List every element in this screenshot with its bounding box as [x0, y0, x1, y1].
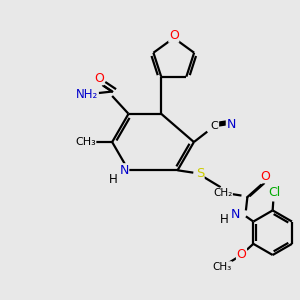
- Text: O: O: [94, 72, 104, 85]
- Text: N: N: [231, 208, 240, 221]
- Text: N: N: [119, 164, 129, 177]
- Text: CH₃: CH₃: [212, 262, 232, 272]
- Text: H: H: [109, 173, 118, 186]
- Text: NH₂: NH₂: [76, 88, 98, 101]
- Text: H: H: [220, 213, 229, 226]
- Text: O: O: [260, 170, 270, 183]
- Text: S: S: [196, 167, 204, 180]
- Text: O: O: [169, 29, 179, 42]
- Text: CH₃: CH₃: [75, 137, 96, 147]
- Text: Cl: Cl: [268, 186, 280, 199]
- Text: C: C: [211, 121, 219, 131]
- Text: CH₂: CH₂: [213, 188, 232, 198]
- Text: N: N: [226, 118, 236, 131]
- Text: O: O: [236, 248, 246, 261]
